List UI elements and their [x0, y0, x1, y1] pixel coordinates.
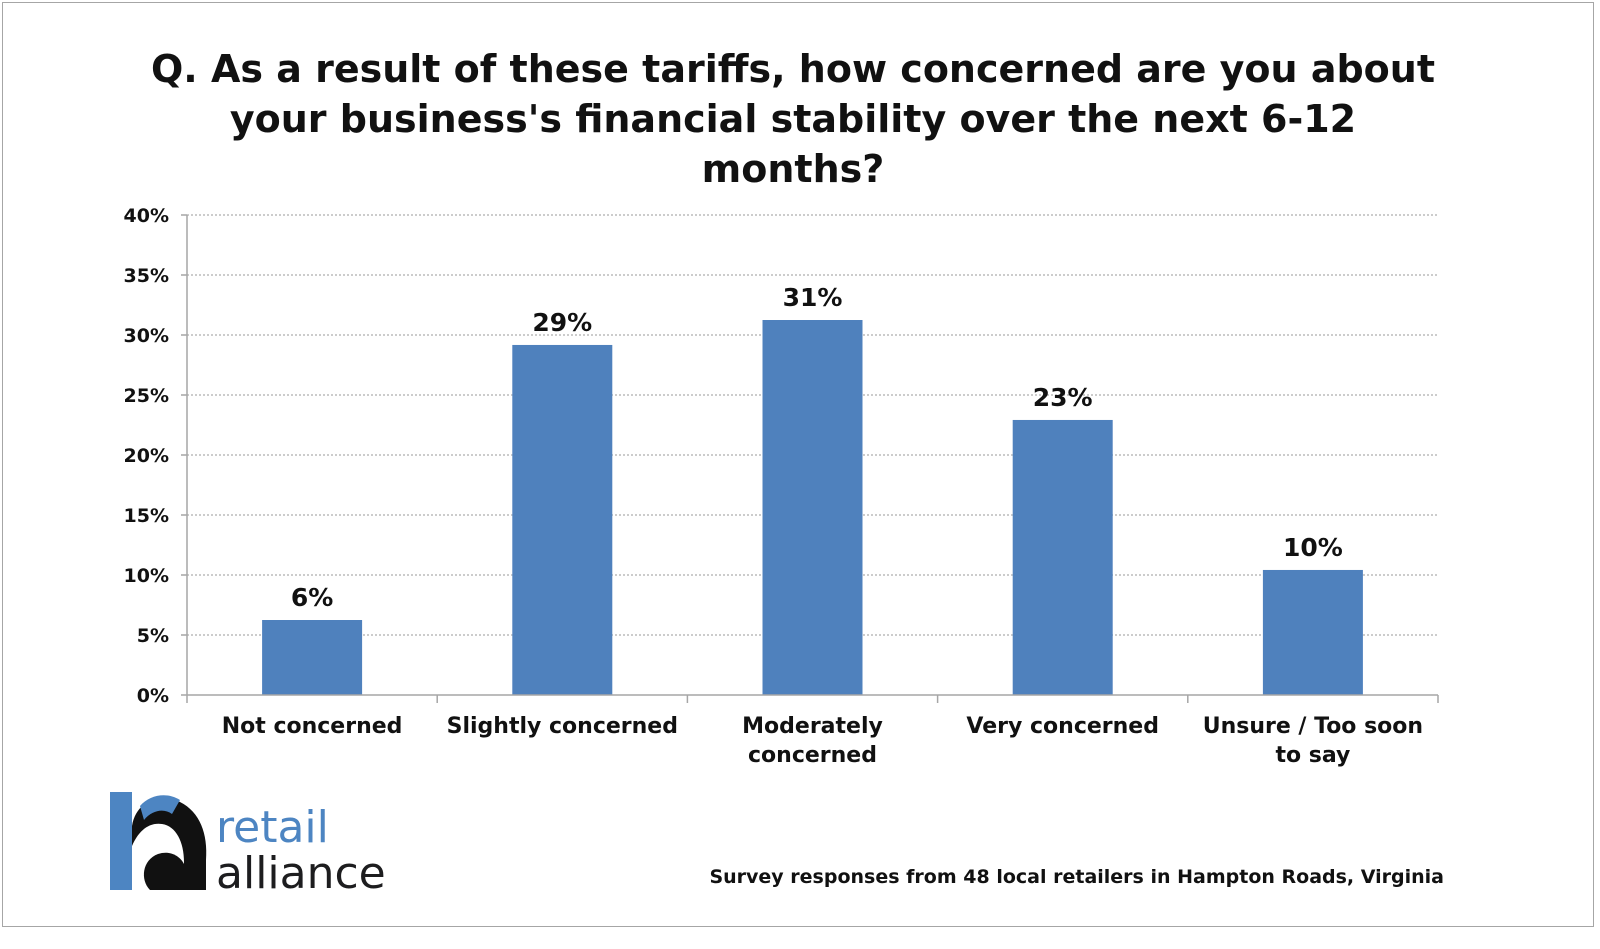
category-label: concerned — [748, 743, 877, 768]
y-tick-label: 20% — [124, 445, 169, 467]
y-tick-label: 0% — [137, 685, 169, 707]
category-label: Not concerned — [222, 714, 403, 739]
y-tick-label: 40% — [124, 205, 169, 227]
chart-title: Q. As a result of these tariffs, how con… — [150, 47, 1435, 191]
category-labels: Not concerned Slightly concerned Moderatel… — [222, 714, 1423, 768]
retail-alliance-logo: retail alliance — [110, 792, 386, 894]
data-label: 31% — [783, 283, 843, 312]
axes — [186, 215, 1439, 703]
bar — [262, 620, 363, 695]
category-label: Unsure / Too soon — [1203, 714, 1423, 739]
data-label: 23% — [1033, 383, 1093, 412]
bar — [762, 320, 863, 695]
y-tick-label: 15% — [124, 505, 169, 527]
logo-word-alliance: alliance — [216, 848, 386, 894]
logo-word-retail: retail — [216, 802, 329, 853]
bar — [1012, 419, 1113, 695]
y-tick-label: 35% — [124, 265, 169, 287]
logo-mark-icon — [110, 792, 207, 890]
bars — [262, 320, 1363, 695]
data-label: 10% — [1283, 533, 1343, 562]
category-label: Very concerned — [966, 714, 1159, 739]
survey-footnote: Survey responses from 48 local retailers… — [709, 866, 1444, 888]
bar — [1262, 569, 1363, 695]
data-labels: 6% 29% 31% 23% 10% — [291, 283, 1343, 612]
category-label: Moderately — [742, 714, 883, 739]
y-tick-label: 5% — [137, 625, 169, 647]
category-label: Slightly concerned — [447, 714, 678, 739]
y-tick-label: 30% — [124, 325, 169, 347]
y-tick-label: 10% — [124, 565, 169, 587]
y-tick-label: 25% — [124, 385, 169, 407]
y-axis-ticks: 0% 5% 10% 15% 20% 25% 30% 35% 40% — [124, 205, 187, 707]
data-label: 6% — [291, 583, 333, 612]
data-label: 29% — [532, 308, 592, 337]
category-label: to say — [1275, 743, 1350, 768]
bar — [512, 344, 613, 695]
